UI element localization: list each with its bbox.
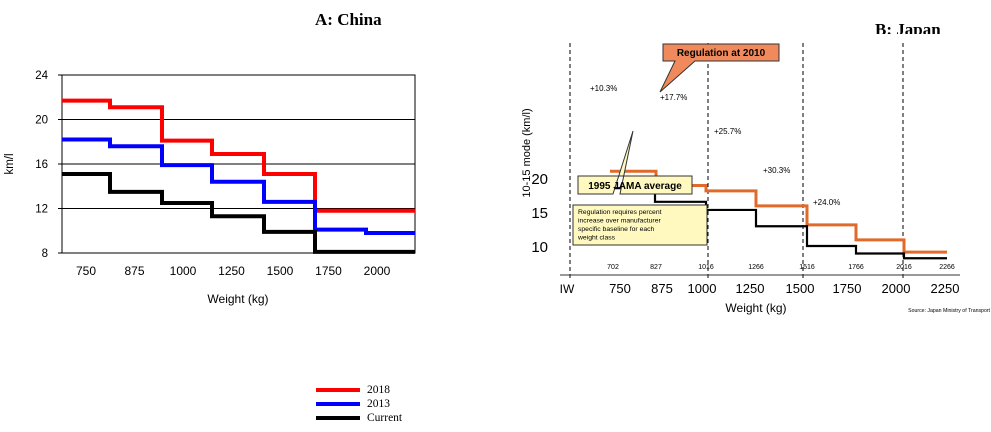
y-tick-label: 20 bbox=[531, 171, 548, 188]
percent-label: +17.7% bbox=[660, 93, 687, 102]
percent-label: +25.7% bbox=[714, 127, 741, 136]
boundary-label: 827 bbox=[650, 264, 662, 271]
panel-b-title: B: Japan bbox=[875, 20, 941, 34]
y-tick-label: 15 bbox=[531, 205, 548, 222]
x-tick-label: 1750 bbox=[315, 264, 342, 278]
y-tick-label: 24 bbox=[35, 70, 48, 82]
legend-swatch-current bbox=[316, 416, 360, 420]
x-axis-label: Weight (kg) bbox=[725, 301, 786, 315]
x-tick-label: 1000 bbox=[688, 281, 717, 296]
x-tick-label: IW bbox=[560, 282, 575, 296]
note-text-line: Regulation requires percent bbox=[578, 209, 662, 216]
x-tick-label: 875 bbox=[124, 264, 144, 278]
boundary-label: 1266 bbox=[748, 264, 764, 271]
y-axis-label: km/l bbox=[4, 153, 16, 174]
x-tick-label: 875 bbox=[651, 281, 673, 296]
x-tick-label: 2000 bbox=[882, 281, 911, 296]
x-tick-label: 1250 bbox=[218, 264, 245, 278]
note-text-line: specific baseline for each bbox=[578, 226, 655, 233]
series-line-2018 bbox=[62, 98, 415, 213]
percent-label: +24.0% bbox=[813, 198, 840, 207]
y-axis-label: 10-15 mode (km/l) bbox=[521, 108, 533, 197]
boundary-label: 702 bbox=[607, 264, 619, 271]
x-tick-label: 750 bbox=[76, 264, 96, 278]
boundary-label: 2016 bbox=[896, 264, 912, 271]
legend-label-2018: 2018 bbox=[367, 384, 390, 396]
panel-a-title: A: China bbox=[315, 10, 382, 29]
boundary-label: 2266 bbox=[939, 264, 955, 271]
jama-callout-box bbox=[577, 130, 693, 195]
note-text-line: increase over manufacturer bbox=[578, 218, 661, 225]
jama-callout-label: 1995 JAMA average bbox=[588, 181, 682, 192]
x-tick-label: 2000 bbox=[364, 264, 391, 278]
source-note: Source: Japan Ministry of Transport bbox=[908, 308, 990, 314]
percent-label: +30.3% bbox=[763, 166, 790, 175]
japan-chart: 10 15 2010-15 mode (km/l) 702 827 1016 1266 151… bbox=[521, 43, 991, 315]
x-tick-label: 2250 bbox=[931, 281, 960, 296]
regulation-callout-label: Regulation at 2010 bbox=[677, 48, 766, 59]
legend-swatch-2018 bbox=[316, 388, 360, 392]
legend-swatch-2013 bbox=[316, 402, 360, 406]
y-tick-label: 20 bbox=[35, 115, 48, 127]
y-tick-label: 10 bbox=[531, 239, 548, 256]
series-line-current bbox=[62, 172, 415, 254]
x-tick-label: 1500 bbox=[786, 281, 815, 296]
x-tick-label: 1500 bbox=[267, 264, 294, 278]
legend-label-current: Current bbox=[367, 412, 403, 424]
regulation-callout-box bbox=[659, 43, 780, 93]
legend-item-2018: 2018 bbox=[316, 383, 402, 397]
x-tick-label: 1750 bbox=[833, 281, 862, 296]
legend: 2018 2013 Current bbox=[316, 383, 402, 425]
x-tick-label: 1000 bbox=[170, 264, 197, 278]
note-text-line: weight class bbox=[577, 235, 616, 242]
china-chart: 8 12 16 20 24 750 875 1000 1250 1500 1750 2000 km/l W… bbox=[4, 70, 416, 306]
series-line-jama bbox=[595, 187, 947, 260]
legend-item-current: Current bbox=[316, 411, 402, 425]
x-tick-label: 750 bbox=[609, 281, 631, 296]
percent-label: +10.3% bbox=[590, 84, 617, 93]
x-axis-label: Weight (kg) bbox=[207, 292, 268, 306]
y-tick-label: 8 bbox=[42, 248, 48, 260]
note-text: Regulation requires percent increase over… bbox=[577, 209, 662, 242]
y-tick-label: 12 bbox=[35, 204, 48, 216]
boundary-label: 1016 bbox=[698, 264, 714, 271]
y-tick-label: 16 bbox=[35, 159, 48, 171]
legend-item-2013: 2013 bbox=[316, 397, 402, 411]
legend-label-2013: 2013 bbox=[367, 398, 390, 410]
x-tick-label: 1250 bbox=[736, 281, 765, 296]
series-line-2013 bbox=[62, 137, 415, 235]
boundary-label: 1766 bbox=[848, 264, 864, 271]
boundary-label: 1516 bbox=[799, 264, 815, 271]
note-box bbox=[572, 204, 708, 246]
